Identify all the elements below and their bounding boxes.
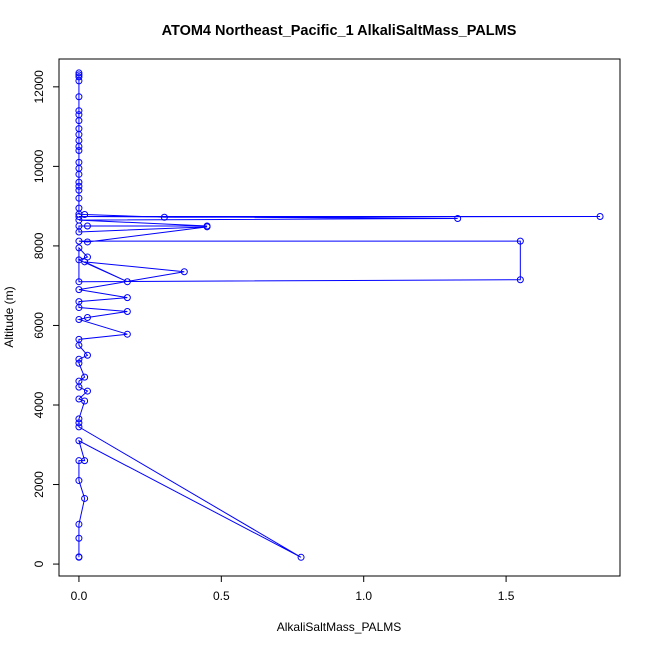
data-point	[75, 437, 83, 445]
x-tick-label: 0.5	[213, 589, 230, 603]
y-axis: 0 2000 4000 6000 8000 10000 12000	[32, 70, 60, 567]
data-point	[75, 107, 83, 115]
data-point	[203, 223, 211, 231]
data-point	[75, 178, 83, 186]
data-point	[75, 477, 83, 485]
data-point	[123, 330, 131, 338]
y-tick-label: 0	[32, 560, 46, 567]
data-point	[75, 383, 83, 391]
series-layer	[75, 69, 604, 561]
plot-frame	[58, 58, 621, 577]
data-point	[123, 294, 131, 302]
data-point	[83, 222, 91, 230]
data-point	[75, 146, 83, 154]
data-point	[75, 194, 83, 202]
data-point	[75, 286, 83, 294]
y-tick-label: 2000	[32, 471, 46, 498]
y-axis-label: Altitude (m)	[2, 286, 16, 347]
data-point	[596, 212, 604, 220]
data-point	[75, 415, 83, 423]
data-point	[83, 314, 91, 321]
data-point	[75, 73, 83, 81]
data-point	[75, 77, 83, 85]
series-line	[76, 72, 601, 558]
data-point	[81, 494, 89, 502]
data-point	[123, 278, 131, 286]
data-point	[75, 419, 83, 427]
data-point	[123, 308, 131, 316]
data-point	[75, 244, 83, 252]
data-point	[454, 214, 462, 222]
data-point	[75, 315, 83, 323]
y-tick-label: 8000	[32, 232, 46, 259]
y-tick-label: 12000	[32, 70, 46, 104]
data-point	[75, 341, 83, 349]
data-point	[75, 142, 83, 150]
data-point	[81, 373, 89, 381]
data-point	[75, 186, 83, 194]
data-point	[75, 355, 83, 363]
data-point	[75, 520, 83, 528]
data-point	[297, 553, 305, 561]
data-point	[75, 553, 83, 561]
data-point	[75, 182, 83, 190]
data-point	[81, 397, 89, 405]
data-point	[75, 278, 83, 286]
data-point	[81, 258, 89, 266]
data-point	[75, 93, 83, 101]
data-point	[75, 170, 83, 178]
y-tick-label: 4000	[32, 391, 46, 418]
data-point	[75, 304, 83, 312]
chart-title: ATOM4 Northeast_Pacific_1 AlkaliSaltMass…	[162, 23, 517, 39]
data-point	[516, 237, 524, 245]
data-point	[75, 117, 83, 125]
data-point	[75, 534, 83, 542]
data-point	[75, 359, 83, 367]
data-point	[83, 351, 91, 359]
x-tick-label: 1.5	[498, 589, 515, 603]
data-point	[75, 457, 83, 465]
x-tick-label: 1.0	[355, 589, 372, 603]
data-point	[160, 213, 168, 221]
data-point	[75, 228, 83, 236]
x-axis: 0.0 0.5 1.0 1.5	[71, 575, 515, 603]
data-point	[75, 423, 83, 431]
data-point	[75, 237, 83, 245]
data-point	[516, 276, 524, 284]
y-tick-label: 10000	[32, 149, 46, 183]
y-tick-label: 6000	[32, 312, 46, 339]
x-axis-label: AlkaliSaltMass_PALMS	[277, 620, 402, 634]
data-point	[180, 268, 188, 276]
data-point	[83, 238, 91, 246]
data-point	[83, 387, 91, 395]
data-point	[75, 69, 83, 77]
x-tick-label: 0.0	[71, 589, 88, 603]
data-point	[75, 212, 83, 220]
